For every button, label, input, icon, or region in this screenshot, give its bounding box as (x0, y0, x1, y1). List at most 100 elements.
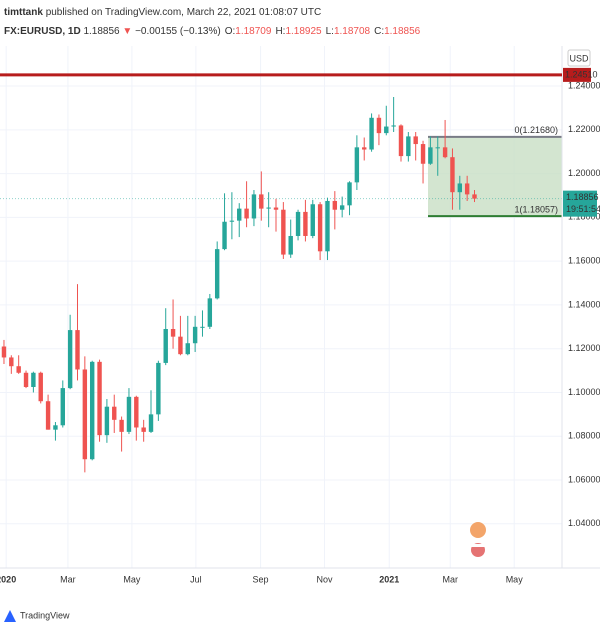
fib-label: 0(1.21680) (514, 125, 558, 135)
candle-body (31, 372, 36, 387)
candle-body (75, 330, 80, 370)
candle-body (244, 208, 249, 219)
y-tick-label: 1.16000 (568, 256, 600, 266)
watermark-icon (470, 522, 486, 557)
logo (4, 610, 16, 622)
brand: TradingView (20, 610, 70, 620)
resistance-label-box (563, 67, 591, 82)
x-tick-label: Mar (60, 574, 76, 584)
currency-box (567, 49, 591, 67)
candle-body (214, 249, 220, 299)
candle-body (347, 182, 352, 206)
candle-body (60, 388, 65, 426)
candle-body (200, 326, 205, 328)
ohlc: O:1.18709 H:1.18925 L:1.18708 C:1.18856 (225, 26, 421, 37)
candle-body (229, 220, 235, 222)
candle-body (148, 414, 154, 432)
candle-body (273, 207, 279, 210)
candle-body (317, 204, 323, 252)
price-label-box (563, 190, 597, 217)
candle-body (163, 328, 168, 363)
candle-body (288, 235, 293, 255)
candle-body (472, 194, 477, 199)
candle-body (67, 330, 73, 389)
candle-body (362, 147, 367, 150)
candle-body (141, 427, 146, 432)
candle-body (9, 357, 14, 367)
currency: USD (569, 53, 589, 63)
candle-body (126, 396, 132, 432)
symbol-line: FX:EURUSD, 1D 1.18856 ▼ −0.00155 (−0.13%… (4, 26, 421, 37)
x-tick-label: Nov (317, 574, 334, 584)
x-tick-label: May (506, 574, 524, 584)
candle-body (398, 125, 404, 157)
candle-body (1, 346, 7, 358)
candle-body (97, 361, 102, 436)
x-tick-label: 2021 (379, 574, 399, 584)
candle-body (281, 209, 286, 255)
ohlc-label: H: (275, 26, 285, 37)
y-tick-label: 1.10000 (568, 387, 600, 397)
candle-body (156, 362, 161, 415)
ohlc-label: C: (374, 26, 384, 37)
candle-body (413, 136, 418, 145)
candle-body (16, 366, 21, 373)
symbol: FX:EURUSD, 1D (4, 26, 81, 37)
candle-body (295, 211, 301, 236)
candle-body (134, 396, 139, 428)
y-tick-label: 1.24000 (568, 80, 600, 90)
fib-label: 1(1.18057) (514, 205, 558, 215)
published: published on TradingView.com, March 22, … (46, 7, 322, 18)
resistance-label: 1.24510 (565, 69, 598, 79)
candle-body (369, 117, 374, 150)
candle-body (89, 361, 95, 460)
candle-body (325, 200, 330, 252)
candle-body (391, 125, 396, 127)
candle-body (178, 336, 183, 355)
candle-body (435, 147, 440, 149)
ohlc-value: 1.18708 (334, 26, 371, 37)
x-tick-label: 2020 (0, 574, 16, 584)
y-tick-label: 1.12000 (568, 343, 600, 353)
candle-body (23, 372, 29, 387)
countdown: 19:51:54 (566, 204, 600, 214)
candle-body (428, 147, 433, 164)
ohlc-value: 1.18925 (285, 26, 322, 37)
y-tick-label: 1.08000 (568, 431, 600, 441)
y-tick-label: 1.04000 (568, 518, 600, 528)
publisher: timttank (4, 7, 43, 18)
ohlc-label: O: (225, 26, 236, 37)
candle-body (310, 204, 315, 236)
ohlc-value: 1.18856 (384, 26, 421, 37)
y-tick-label: 1.14000 (568, 299, 600, 309)
ohlc-label: L: (326, 26, 334, 37)
candle-body (406, 136, 411, 157)
candle-body (420, 144, 426, 164)
x-tick-label: May (123, 574, 141, 584)
candle-body (185, 343, 190, 355)
y-tick-label: 1.18000 (568, 212, 600, 222)
y-tick-label: 1.22000 (568, 124, 600, 134)
candle-body (237, 208, 242, 221)
candle-body (259, 194, 264, 209)
down-arrow: ▼ (120, 26, 135, 37)
candle-body (251, 194, 257, 219)
candle-body (112, 406, 117, 420)
change: −0.00155 (−0.13%) (135, 26, 221, 37)
candle-body (119, 419, 124, 432)
y-tick-label: 1.06000 (568, 474, 600, 484)
x-tick-label: Jul (190, 574, 202, 584)
candle-body (38, 372, 43, 402)
candle-body (170, 328, 176, 337)
last-price: 1.18856 (83, 26, 120, 37)
candle-body (207, 298, 213, 327)
candle-body (464, 183, 470, 195)
candle-body (222, 221, 227, 250)
candle-body (376, 117, 382, 134)
y-tick-label: 1.20000 (568, 168, 600, 178)
header-line: timttank published on TradingView.com, M… (4, 7, 321, 18)
ohlc-value: 1.18709 (235, 26, 272, 37)
candle-body (192, 326, 198, 344)
candle-body (354, 147, 360, 183)
